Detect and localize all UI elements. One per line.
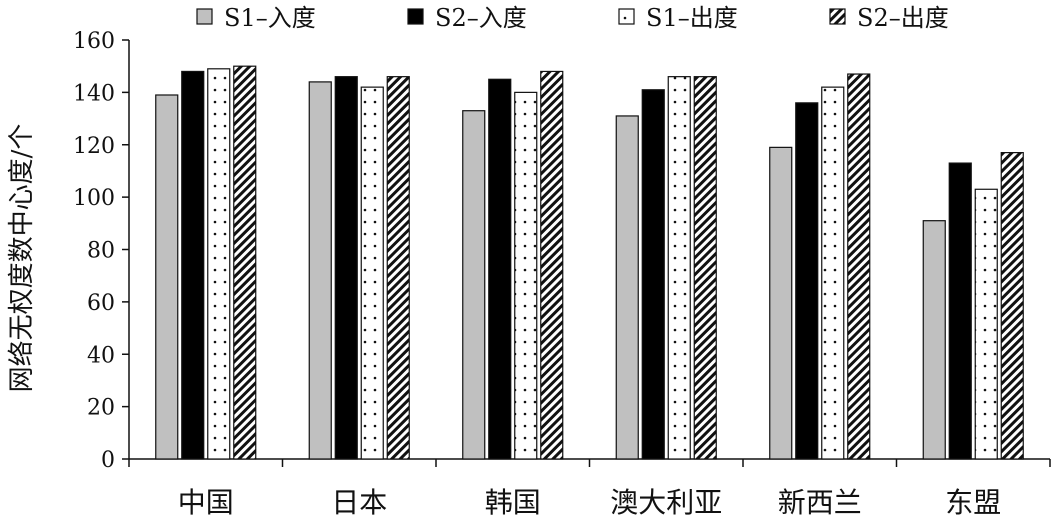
bar <box>693 76 717 460</box>
bar <box>667 76 691 460</box>
bar <box>795 102 819 460</box>
y-axis-title: 网络无权度数中心度/个 <box>7 124 37 393</box>
bar <box>514 91 538 460</box>
bar <box>334 76 358 460</box>
legend-swatch <box>618 8 635 25</box>
x-category-label: 日本 <box>331 486 387 519</box>
bar <box>540 70 564 460</box>
bar <box>821 86 845 460</box>
bar <box>233 65 257 460</box>
x-category-label: 中国 <box>178 486 234 519</box>
y-tick-label: 120 <box>73 134 115 159</box>
legend-label: S1–入度 <box>224 4 316 32</box>
bar <box>847 73 871 460</box>
y-tick-label: 40 <box>87 343 115 368</box>
bar <box>769 146 793 460</box>
bar <box>155 94 179 460</box>
bar <box>488 78 512 460</box>
x-category-label: 韩国 <box>485 486 541 519</box>
legend-swatch <box>829 8 846 25</box>
bar <box>615 115 639 460</box>
y-tick-label: 60 <box>87 291 115 316</box>
bar <box>1000 152 1024 460</box>
bar <box>386 76 410 460</box>
bar <box>948 162 972 460</box>
legend-swatch <box>196 8 213 25</box>
y-tick-label: 140 <box>73 81 115 106</box>
bar <box>641 89 665 460</box>
bar <box>207 68 231 460</box>
bar <box>462 110 486 460</box>
x-category-label: 东盟 <box>945 486 1001 519</box>
y-tick-label: 20 <box>87 396 115 421</box>
bar <box>360 86 384 460</box>
y-tick-label: 80 <box>87 239 115 264</box>
y-tick-label: 0 <box>101 448 115 473</box>
legend-swatch <box>407 8 424 25</box>
x-category-label: 新西兰 <box>778 486 862 519</box>
axes: 0 20 40 60 80 100 120 140 160 中国 日本 韩国 澳大利亚 新西兰 东盟 <box>73 29 1051 519</box>
x-category-label: 澳大利亚 <box>610 486 722 519</box>
legend: S1–入度 S2–入度 S1–出度 S2–出度 <box>196 4 949 32</box>
bars <box>155 65 1024 460</box>
legend-label: S2–出度 <box>857 4 949 32</box>
y-tick-label: 100 <box>73 186 115 211</box>
bar <box>922 220 946 460</box>
legend-label: S2–入度 <box>435 4 527 32</box>
bar <box>974 188 998 460</box>
bar <box>308 81 332 460</box>
legend-label: S1–出度 <box>646 4 738 32</box>
bar <box>181 70 205 460</box>
y-tick-label: 160 <box>73 29 115 54</box>
